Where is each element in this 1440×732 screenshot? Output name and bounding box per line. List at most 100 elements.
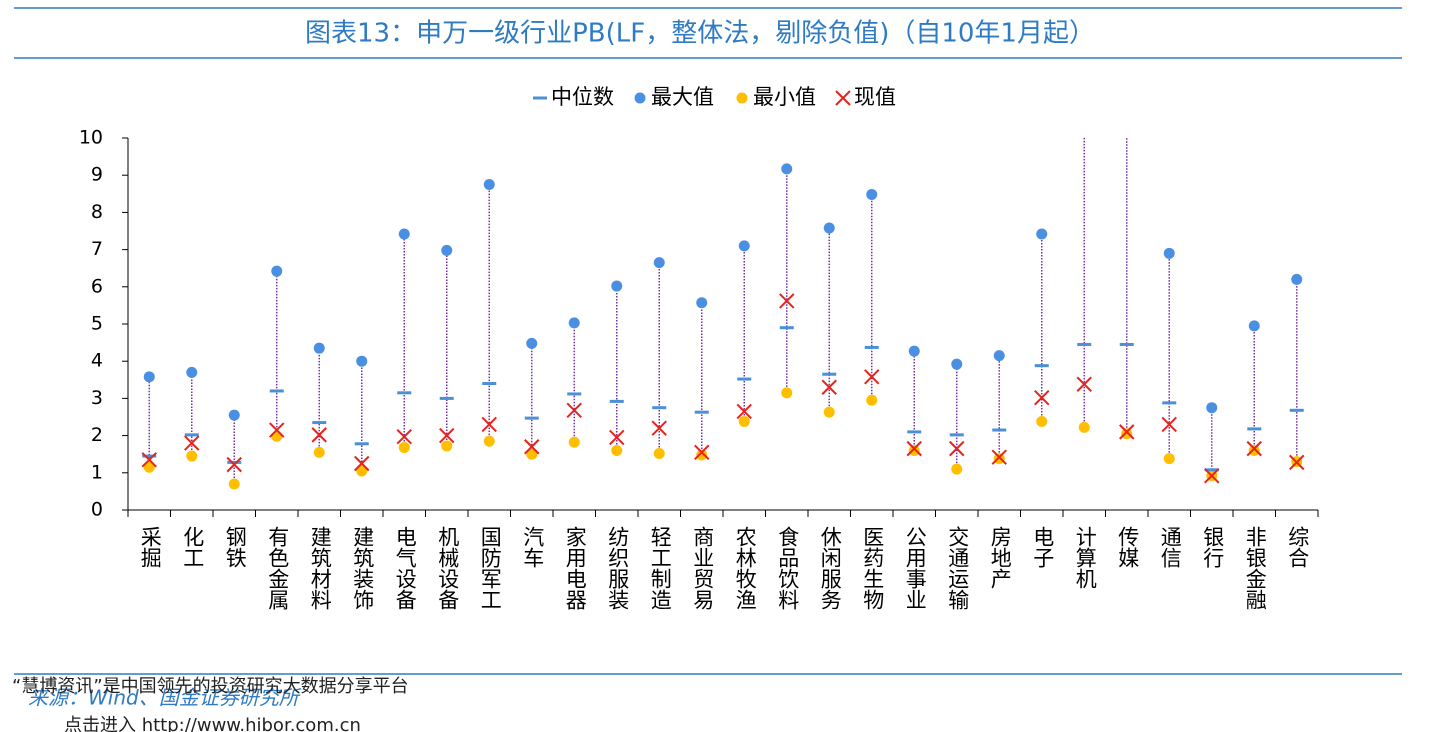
median-mark — [142, 454, 157, 458]
cross-mark — [1246, 440, 1262, 457]
y-tick-label: 7 — [91, 238, 103, 260]
cross-mark — [949, 440, 965, 457]
dot-mark — [696, 449, 708, 461]
dot-mark — [356, 465, 368, 477]
median-mark — [1247, 427, 1262, 431]
chart-title: 图表13：申万一级行业PB(LF，整体法，剔除负值)（自10年1月起） — [305, 19, 1095, 49]
cross-mark — [396, 429, 412, 445]
dot-mark — [228, 478, 240, 490]
dot-mark — [1163, 453, 1175, 465]
dot-mark — [993, 350, 1005, 362]
y-tick-label: 6 — [91, 275, 103, 297]
cross-mark — [481, 416, 497, 433]
dot-mark — [483, 435, 495, 447]
dot-mark — [908, 345, 920, 357]
x-tick-label: 医药生物 — [861, 526, 885, 610]
y-tick-label: 0 — [91, 499, 103, 521]
y-tick-label: 8 — [91, 201, 103, 223]
dot-mark — [696, 297, 708, 309]
dot-mark — [1248, 320, 1260, 332]
dot-mark — [1206, 402, 1218, 414]
cross-mark — [779, 293, 795, 309]
cross-mark — [566, 402, 582, 419]
x-tick-label: 电气设备 — [393, 526, 417, 610]
dot-mark — [1036, 415, 1048, 427]
x-tick-label: 采掘 — [138, 526, 162, 568]
y-tick-label: 5 — [91, 313, 103, 335]
dot-mark — [653, 447, 665, 459]
x-tick-label: 机械设备 — [436, 526, 460, 610]
x-tick-label: 公用事业 — [903, 526, 927, 610]
dot-mark — [441, 244, 453, 256]
x-tick-label: 食品饮料 — [776, 526, 800, 610]
x-tick-label: 轻工制造 — [648, 526, 672, 610]
cross-mark — [609, 429, 625, 446]
median-mark — [949, 433, 964, 437]
dot-mark — [398, 228, 410, 240]
x-tick-label: 农林牧渔 — [733, 526, 757, 610]
cross-mark — [439, 427, 455, 444]
x-tick-label: 电子 — [1031, 526, 1055, 568]
dot-mark — [1291, 273, 1303, 285]
y-tick-label: 9 — [91, 164, 103, 186]
dot-mark — [653, 257, 665, 269]
x-tick-label: 商业贸易 — [691, 526, 715, 610]
x-tick-label: 化工 — [181, 526, 205, 568]
cross-mark — [226, 456, 242, 473]
cross-mark — [835, 90, 851, 106]
median-mark — [1289, 408, 1304, 412]
median-mark — [609, 399, 624, 403]
cross-mark — [184, 435, 200, 451]
x-tick-label: 计算机 — [1073, 526, 1097, 589]
dot-mark — [313, 342, 325, 354]
dot-mark — [228, 409, 240, 421]
median-mark — [524, 416, 539, 420]
dot-mark — [866, 394, 878, 406]
source: 来源：Wind、国金证券研究所 — [28, 686, 302, 710]
dot-mark — [356, 355, 368, 367]
dot-mark — [313, 446, 325, 458]
x-tick-label: 建筑装饰 — [351, 526, 375, 610]
link: 点击进入 http://www.hibor.com.cn — [64, 715, 361, 732]
legend-label: 最大值 — [651, 85, 714, 109]
median-mark — [1077, 342, 1092, 346]
cross-mark — [991, 449, 1007, 465]
dot-mark — [908, 444, 920, 456]
dot-mark — [526, 448, 538, 460]
dot-mark — [1121, 95, 1132, 106]
dot-mark — [526, 337, 538, 349]
watermark: “慧博资讯”是中国领先的投资研究大数据分享平台 — [12, 676, 409, 697]
dot-mark — [736, 92, 748, 104]
cross-mark — [1289, 454, 1305, 471]
median-mark — [269, 389, 284, 393]
median-mark — [779, 326, 794, 330]
median-mark — [1162, 401, 1177, 405]
cross-mark — [651, 420, 667, 436]
median-mark — [312, 421, 327, 425]
x-tick-label: 有色金属 — [266, 526, 290, 611]
dot-mark — [186, 366, 198, 378]
median-mark — [397, 391, 412, 395]
dot-mark — [186, 450, 198, 462]
dot-mark — [993, 453, 1005, 465]
dot-mark — [781, 163, 793, 175]
median-mark — [907, 430, 922, 434]
legend-label: 最小值 — [753, 85, 816, 109]
cross-mark — [524, 439, 540, 455]
x-tick-label: 钢铁 — [223, 526, 247, 568]
cross-mark — [1119, 424, 1135, 440]
median-mark — [227, 460, 242, 464]
x-tick-label: 汽车 — [521, 526, 545, 568]
x-tick-label: 建筑材料 — [308, 526, 332, 610]
y-tick-label: 4 — [91, 350, 103, 372]
median-mark — [992, 428, 1007, 432]
cross-mark — [141, 452, 157, 468]
cross-mark — [1161, 416, 1177, 433]
median-mark — [533, 96, 547, 100]
dot-mark — [951, 358, 963, 370]
median-mark — [822, 372, 837, 376]
median-mark — [184, 433, 199, 437]
y-tick-label: 10 — [79, 127, 103, 149]
median-mark — [864, 345, 879, 349]
